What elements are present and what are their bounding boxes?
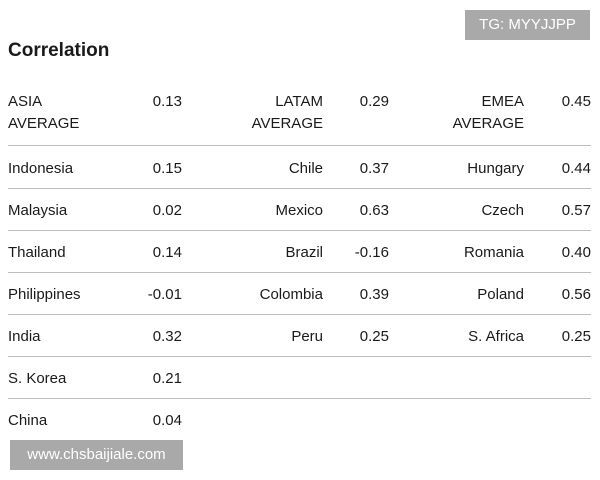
watermark-badge-bottom: www.chsbaijiale.com — [10, 440, 183, 470]
emea-country: Czech — [481, 202, 524, 219]
asia-country: China — [8, 412, 48, 429]
table-row: Thailand 0.14 Brazil -0.16 Romania 0.40 — [8, 230, 591, 273]
emea-country: Hungary — [467, 160, 524, 177]
asia-value: -0.01 — [147, 286, 182, 303]
asia-country: Indonesia — [8, 160, 74, 177]
emea-value: 0.56 — [561, 286, 591, 303]
latam-country: Colombia — [259, 286, 323, 303]
latam-country: Brazil — [285, 244, 323, 261]
asia-average-label: ASIA AVERAGE — [8, 93, 80, 132]
emea-value: 0.40 — [561, 244, 591, 261]
table-header-row: ASIA AVERAGE 0.13 LATAM AVERAGE 0.29 EME… — [8, 88, 591, 146]
table-row: Indonesia 0.15 Chile 0.37 Hungary 0.44 — [8, 146, 591, 189]
emea-average-value: 0.45 — [561, 93, 591, 110]
asia-country: Thailand — [8, 244, 66, 261]
emea-country: Romania — [463, 244, 524, 261]
asia-country: Malaysia — [8, 202, 68, 219]
table-title: Correlation — [8, 40, 110, 61]
latam-value: -0.16 — [354, 244, 389, 261]
asia-value: 0.32 — [152, 328, 182, 345]
asia-value: 0.02 — [152, 202, 182, 219]
asia-value: 0.04 — [152, 412, 182, 429]
latam-average-value: 0.29 — [359, 93, 389, 110]
asia-value: 0.15 — [152, 160, 182, 177]
latam-average-label: LATAM AVERAGE — [251, 93, 323, 132]
latam-country: Mexico — [275, 202, 323, 219]
latam-country: Chile — [288, 160, 323, 177]
latam-value: 0.63 — [359, 202, 389, 219]
emea-average-label: EMEA AVERAGE — [452, 93, 524, 132]
table-row: Malaysia 0.02 Mexico 0.63 Czech 0.57 — [8, 188, 591, 231]
watermark-badge-top: TG: MYYJJPP — [465, 10, 590, 40]
asia-value: 0.21 — [152, 370, 182, 387]
latam-value: 0.25 — [359, 328, 389, 345]
table-row: Philippines -0.01 Colombia 0.39 Poland 0.56 — [8, 272, 591, 315]
emea-country: Poland — [477, 286, 524, 303]
table-row: India 0.32 Peru 0.25 S. Africa 0.25 — [8, 314, 591, 357]
table-row: China 0.04 — [8, 398, 591, 440]
table-row: S. Korea 0.21 — [8, 356, 591, 399]
latam-value: 0.37 — [359, 160, 389, 177]
asia-country: Philippines — [8, 286, 81, 303]
emea-country: S. Africa — [468, 328, 524, 345]
latam-value: 0.39 — [359, 286, 389, 303]
asia-average-value: 0.13 — [152, 93, 182, 110]
asia-country: S. Korea — [8, 370, 67, 387]
asia-country: India — [8, 328, 41, 345]
asia-value: 0.14 — [152, 244, 182, 261]
emea-value: 0.25 — [561, 328, 591, 345]
emea-value: 0.44 — [561, 160, 591, 177]
emea-value: 0.57 — [561, 202, 591, 219]
latam-country: Peru — [291, 328, 323, 345]
